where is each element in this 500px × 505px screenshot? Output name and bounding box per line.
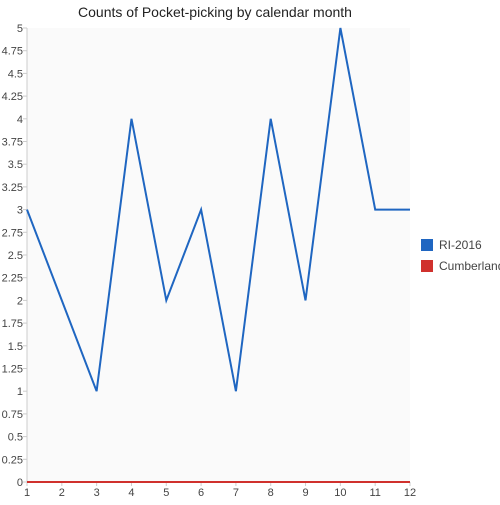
x-tick-label: 5 <box>163 487 169 499</box>
x-tick-label: 11 <box>369 487 380 499</box>
legend-swatch <box>421 260 433 272</box>
x-tick-label: 9 <box>302 487 308 499</box>
y-tick-label: 1.75 <box>2 318 23 330</box>
plot-area <box>27 28 410 482</box>
y-tick-label: 1.5 <box>8 341 23 353</box>
y-tick-label: 0.5 <box>8 432 23 444</box>
x-tick-label: 1 <box>24 487 30 499</box>
series-line <box>26 27 410 392</box>
y-tick-label: 4.5 <box>8 68 23 80</box>
y-tick-label: 2.25 <box>2 273 23 285</box>
legend-label: RI-2016 <box>439 238 482 252</box>
y-tick-label: 1 <box>17 386 23 398</box>
x-tick-label: 3 <box>94 487 100 499</box>
y-tick-label: 0 <box>17 477 23 489</box>
y-tick-label: 5 <box>17 23 23 35</box>
y-tick-label: 1.25 <box>2 364 23 376</box>
y-tick-label: 4.25 <box>2 91 23 103</box>
y-tick-label: 4.75 <box>2 46 23 58</box>
y-tick-label: 3 <box>17 205 23 217</box>
y-tick-label: 3.75 <box>2 137 23 149</box>
x-tick-label: 10 <box>334 487 346 499</box>
y-tick-label: 4 <box>17 114 23 126</box>
chart-title: Counts of Pocket-picking by calendar mon… <box>78 4 352 20</box>
x-tick-label: 4 <box>128 487 134 499</box>
y-tick-label: 0.75 <box>2 409 23 421</box>
y-tick-label: 2 <box>17 295 23 307</box>
x-tick-label: 2 <box>59 487 65 499</box>
legend-swatch <box>421 239 433 251</box>
x-tick-label: 7 <box>233 487 239 499</box>
y-tick-label: 2.5 <box>8 250 23 262</box>
y-tick-label: 2.75 <box>2 227 23 239</box>
y-tick-label: 0.25 <box>2 454 23 466</box>
x-tick-label: 6 <box>198 487 204 499</box>
y-tick-label: 3.5 <box>8 159 23 171</box>
y-tick-label: 3.25 <box>2 182 23 194</box>
x-tick-label: 12 <box>404 487 416 499</box>
legend-label: Cumberland <box>439 259 500 273</box>
x-tick-label: 8 <box>268 487 274 499</box>
